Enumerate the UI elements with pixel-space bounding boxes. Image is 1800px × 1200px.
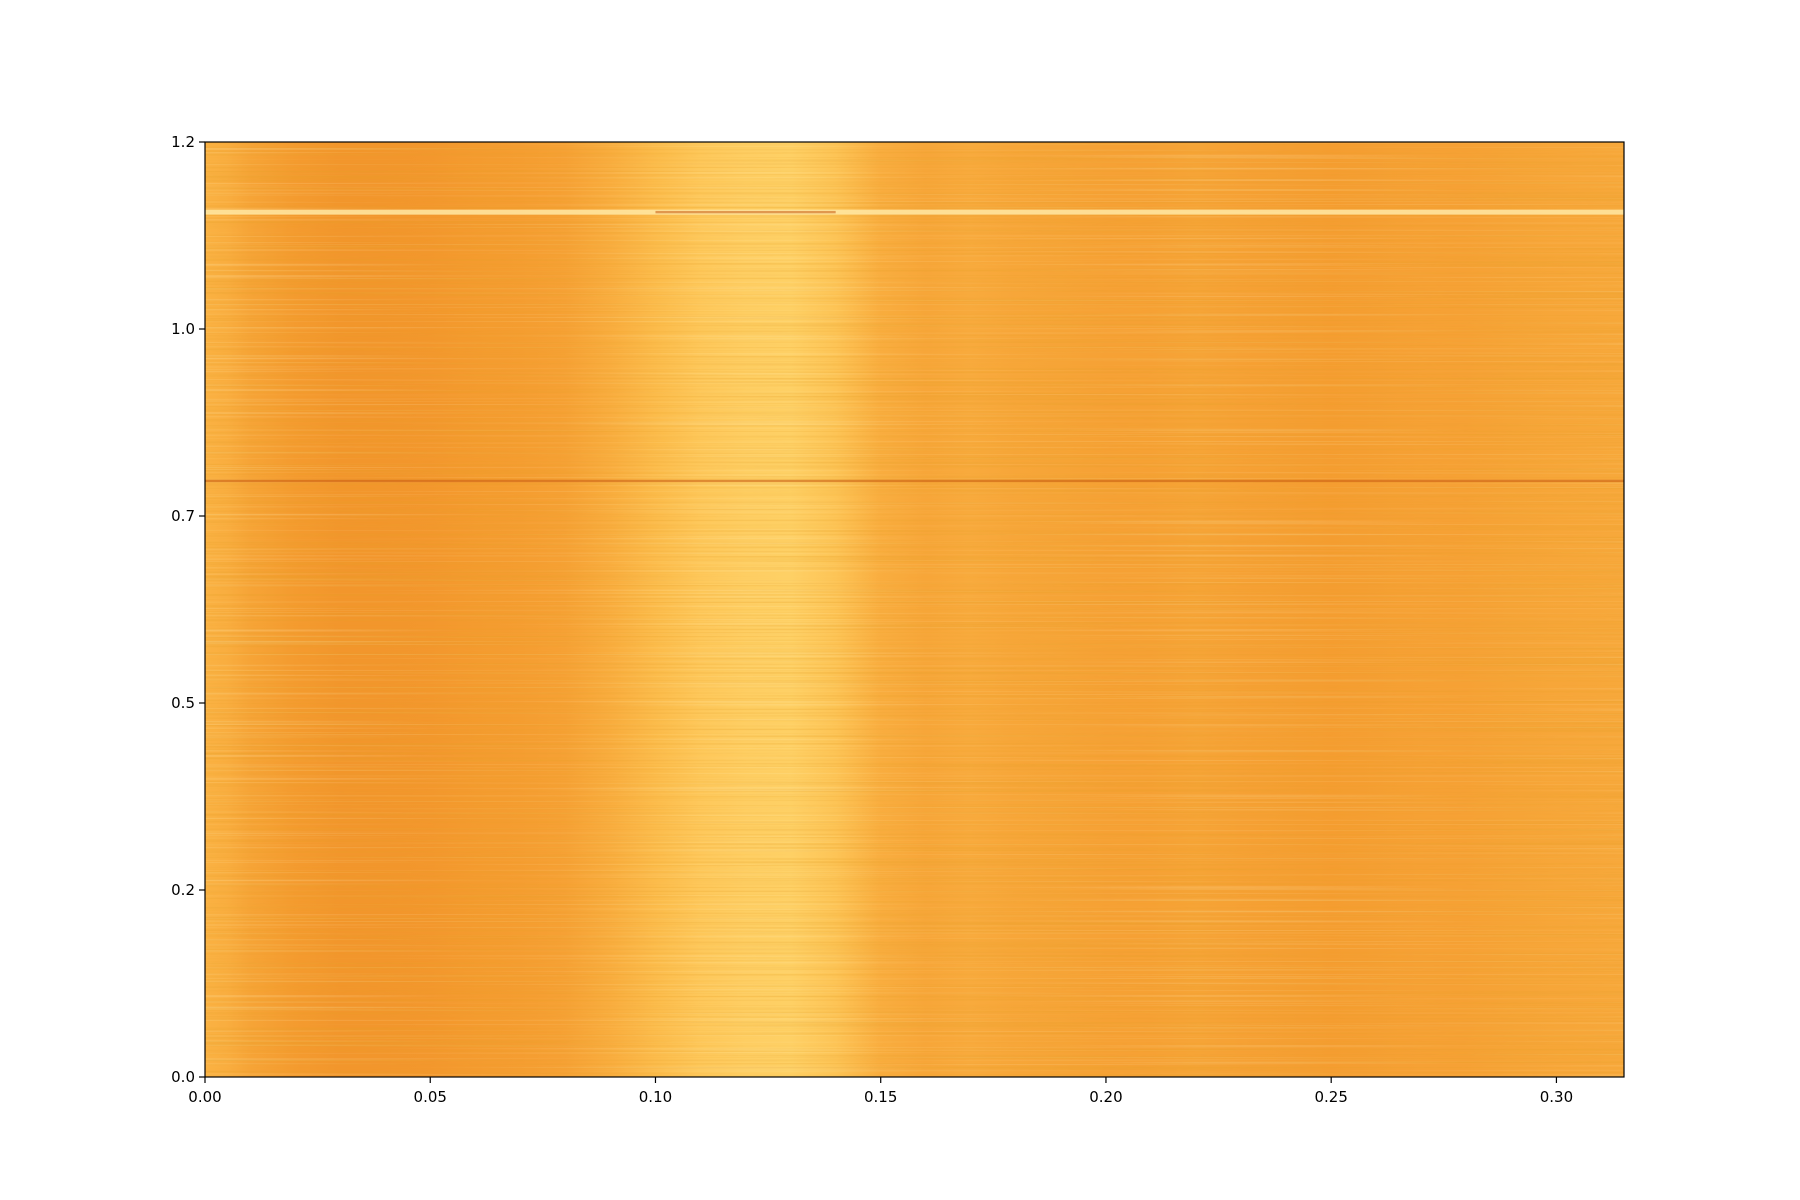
heatmap-light-streaks	[205, 142, 1624, 1077]
y-axis: 0.0 0.2 0.5 0.7 1.0 1.2	[171, 133, 205, 1086]
y-tick-label: 0.2	[171, 881, 195, 899]
x-tick-label: 0.05	[414, 1088, 447, 1106]
heatmap-streak-dark	[655, 210, 836, 214]
x-tick-label: 0.10	[639, 1088, 672, 1106]
x-tick-label: 0.30	[1540, 1088, 1573, 1106]
y-tick-label: 0.0	[171, 1068, 195, 1086]
x-axis: 0.00 0.05 0.10 0.15 0.20 0.25 0.30	[188, 1077, 1573, 1106]
y-tick-label: 0.7	[171, 507, 195, 525]
heatmap-streak-light	[205, 209, 1624, 215]
x-tick-label: 0.00	[188, 1088, 221, 1106]
x-tick-label: 0.15	[864, 1088, 897, 1106]
plot-area	[204, 141, 1625, 1078]
x-tick-label: 0.20	[1089, 1088, 1122, 1106]
y-tick-label: 1.0	[171, 320, 195, 338]
heatmap-layer	[205, 142, 1624, 1077]
y-tick-label: 0.5	[171, 694, 195, 712]
axes-frame	[204, 141, 1625, 1078]
heatmap-streak-dark	[205, 479, 1624, 483]
x-tick-label: 0.25	[1314, 1088, 1347, 1106]
y-tick-label: 1.2	[171, 133, 195, 151]
